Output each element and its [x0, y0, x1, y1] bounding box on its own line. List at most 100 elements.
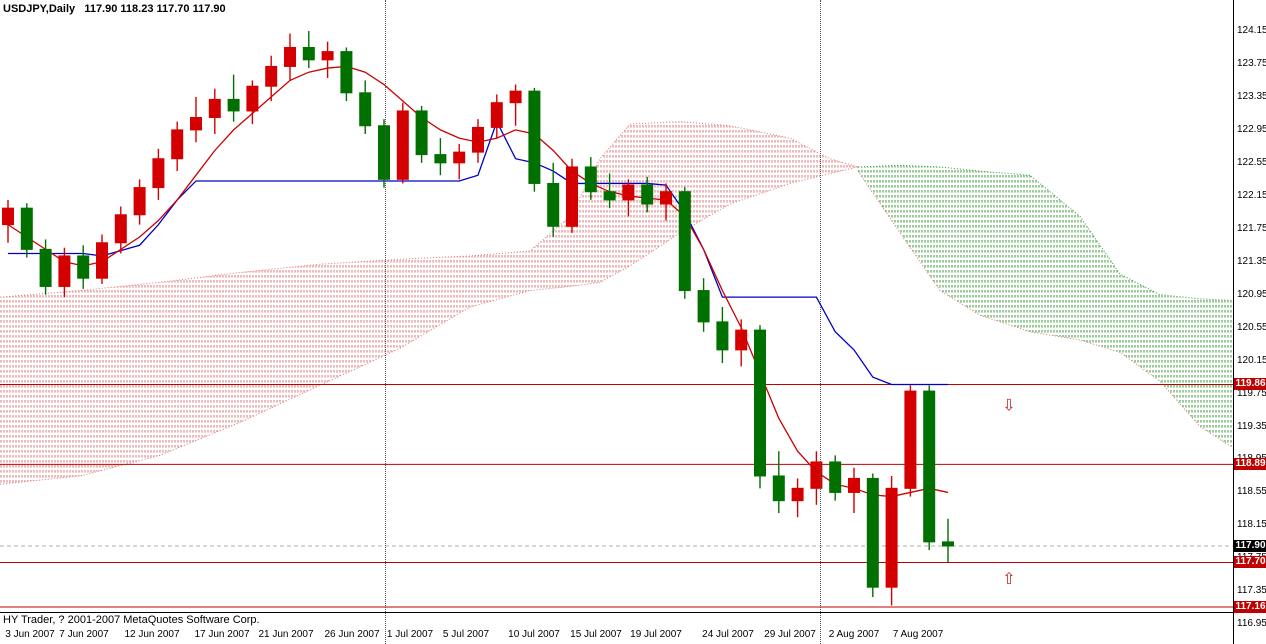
candle-body: [509, 90, 522, 104]
time-axis-label: 19 Jul 2007: [630, 629, 682, 640]
down-arrow-object[interactable]: ⇩: [1002, 397, 1015, 414]
candle-body: [697, 290, 710, 323]
price-axis-label: 121.35: [1237, 255, 1266, 267]
copyright-bar: HY Trader, ? 2001-2007 MetaQuotes Softwa…: [0, 613, 1233, 628]
candle-body: [810, 461, 823, 489]
time-axis[interactable]: 3 Jun 2007 7 Jun 2007 12 Jun 2007 17 Jun 20…: [0, 628, 1233, 644]
copyright-text: HY Trader, ? 2001-2007 MetaQuotes Softwa…: [3, 614, 260, 626]
candle-body: [208, 98, 221, 119]
candle-body: [885, 487, 898, 588]
candle-body: [227, 98, 240, 112]
time-axis-label: 10 Jul 2007: [508, 629, 560, 640]
candle-body: [20, 207, 33, 250]
ichimoku-cloud-bearish: [857, 164, 1233, 448]
candle-body: [772, 475, 785, 502]
candle-body: [754, 329, 766, 477]
month-separator-line: [385, 0, 386, 644]
time-axis-label: 21 Jun 2007: [258, 629, 314, 640]
time-axis-label: 7 Aug 2007: [892, 629, 944, 640]
candle-body: [848, 477, 860, 493]
candle-body: [190, 117, 202, 131]
price-tag: 118.89: [1234, 458, 1266, 471]
time-axis-label: 24 Jul 2007: [702, 629, 754, 640]
horizontal-level-lines[interactable]: [0, 383, 1233, 608]
candle-body: [265, 65, 278, 87]
candle-body: [923, 390, 936, 543]
candle-body: [942, 541, 954, 547]
price-axis-label: 116.95: [1237, 618, 1266, 630]
candle-body: [171, 129, 184, 160]
price-axis-label: 118.15: [1237, 519, 1266, 531]
candle-body: [133, 187, 146, 216]
time-axis-label: 17 Jun 2007: [194, 629, 250, 640]
time-axis-label: 1 Jul 2007: [386, 629, 434, 640]
candle-body: [735, 329, 748, 351]
price-axis-label: 123.75: [1237, 57, 1266, 69]
candle-body: [490, 102, 503, 128]
candle-body: [39, 248, 52, 287]
candle-body: [359, 92, 372, 127]
candle-body: [866, 477, 879, 588]
candle-body: [791, 487, 804, 502]
candle-body: [246, 85, 259, 112]
price-tag: 117.16: [1234, 600, 1266, 613]
candle-body: [584, 166, 597, 193]
price-tag: 119.86: [1234, 378, 1266, 391]
time-axis-label: 2 Aug 2007: [828, 629, 880, 640]
price-axis-label: 119.75: [1237, 387, 1266, 399]
candle-body: [622, 184, 635, 201]
symbol-ohlc-label: USDJPY,Daily 117.90 118.23 117.70 117.90: [3, 3, 226, 15]
month-separator-line: [820, 0, 821, 644]
candle-body: [603, 191, 616, 201]
ichimoku-cloud-bullish: [0, 121, 859, 485]
time-axis-label: 15 Jul 2007: [570, 629, 622, 640]
candle-body: [829, 461, 842, 493]
time-axis-label: 26 Jun 2007: [324, 629, 380, 640]
price-axis-label: 120.55: [1237, 321, 1266, 333]
up-arrow-object[interactable]: ⇧: [1002, 571, 1015, 588]
candle-body: [641, 184, 654, 205]
candle-body: [678, 191, 691, 292]
chart-plot-area[interactable]: ⇩ ⇧ USDJPY,Daily 117.90 118.23 117.70 117…: [0, 0, 1233, 613]
candle-body: [152, 158, 165, 189]
candle-body: [547, 182, 560, 227]
price-axis-label: 122.95: [1237, 123, 1266, 135]
candle-body: [58, 255, 71, 287]
candle-body: [77, 255, 90, 279]
price-axis-label: 119.35: [1237, 420, 1266, 432]
candle-body: [340, 51, 353, 94]
price-axis-label: 120.15: [1237, 354, 1266, 366]
price-chart[interactable]: ⇩⇧: [0, 0, 1233, 612]
time-axis-label: 12 Jun 2007: [124, 629, 180, 640]
candles-layer: [2, 31, 954, 606]
candle-body: [396, 110, 409, 180]
candle-body: [284, 46, 296, 67]
candle-body: [528, 90, 541, 184]
candle-body: [114, 214, 127, 244]
candle-body: [472, 126, 484, 153]
candle-body: [904, 390, 917, 489]
candle-body: [378, 125, 390, 180]
candle-body: [415, 110, 428, 156]
price-tag: 117.70: [1234, 556, 1266, 569]
price-tag: 117.90: [1234, 540, 1266, 552]
candle-body: [716, 321, 729, 351]
candle-body: [321, 51, 334, 61]
candle-body: [2, 207, 14, 226]
time-axis-label: 29 Jul 2007: [764, 629, 816, 640]
price-axis-label: 123.35: [1237, 90, 1266, 102]
time-axis-label: 3 Jun 2007: [5, 629, 55, 640]
price-axis-label: 117.35: [1237, 585, 1266, 597]
price-axis-label: 122.15: [1237, 189, 1266, 201]
candle-body: [434, 154, 447, 164]
price-axis[interactable]: 124.15 123.75 123.35 122.95 122.55 122.15 121.…: [1233, 0, 1266, 644]
candle-body: [302, 46, 315, 61]
candle-body: [96, 242, 108, 279]
price-axis-label: 121.75: [1237, 222, 1266, 234]
price-axis-label: 124.15: [1237, 25, 1266, 36]
time-axis-label: 7 Jun 2007: [59, 629, 109, 640]
candle-body: [566, 166, 578, 227]
time-axis-label: 5 Jul 2007: [442, 629, 490, 640]
candle-body: [660, 191, 672, 205]
